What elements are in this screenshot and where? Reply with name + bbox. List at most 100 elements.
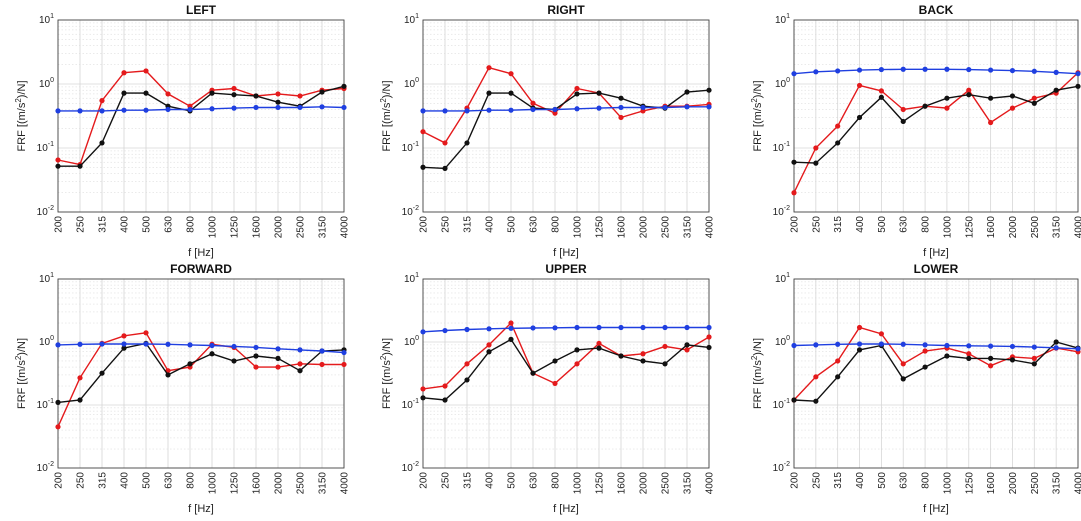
- y-axis-label: FRF [(m/s2)/N]: [750, 338, 764, 409]
- x-tick-label: 800: [921, 472, 932, 489]
- data-point: [297, 361, 303, 367]
- data-point: [275, 91, 281, 97]
- x-tick-label: 200: [790, 216, 801, 233]
- data-point: [341, 361, 347, 368]
- data-point: [442, 397, 448, 403]
- data-point: [442, 165, 448, 172]
- x-tick-label: 400: [485, 216, 496, 233]
- x-tick-label: 250: [811, 472, 822, 489]
- x-tick-label: 4000: [340, 216, 351, 239]
- data-point: [1053, 69, 1059, 75]
- data-point: [574, 324, 580, 331]
- chart-title: UPPER: [545, 262, 587, 276]
- data-point: [618, 324, 624, 331]
- data-point: [420, 108, 426, 114]
- data-point: [275, 99, 281, 105]
- data-point: [508, 320, 514, 326]
- data-point: [1031, 95, 1037, 101]
- x-tick-label: 2500: [661, 472, 672, 495]
- data-point: [813, 398, 819, 404]
- x-tick-label: 1250: [595, 472, 606, 495]
- y-tick-label: 10-2: [773, 205, 790, 218]
- data-point: [791, 342, 797, 349]
- x-tick-label: 1250: [230, 472, 241, 495]
- data-point: [55, 163, 61, 169]
- data-point: [420, 395, 426, 401]
- x-tick-label: 800: [551, 216, 562, 233]
- data-point: [275, 104, 281, 111]
- data-point: [791, 190, 797, 196]
- data-point: [1031, 361, 1037, 367]
- series-line-1: [793, 85, 1079, 164]
- x-tick-label: 250: [76, 472, 87, 489]
- data-point: [856, 114, 863, 121]
- data-point: [121, 90, 127, 96]
- data-point: [253, 104, 259, 111]
- x-tick-label: 4000: [340, 472, 351, 495]
- series-line-0: [57, 332, 344, 428]
- data-point: [464, 140, 470, 146]
- data-point: [662, 343, 668, 350]
- x-tick-label: 315: [463, 216, 474, 233]
- data-point: [813, 160, 819, 166]
- y-tick-label: 10-2: [773, 461, 790, 474]
- x-tick-label: 2500: [296, 472, 307, 495]
- data-point: [209, 106, 215, 112]
- series-line-2: [57, 343, 345, 354]
- data-point: [55, 342, 61, 348]
- y-tick-label: 10-2: [37, 205, 54, 218]
- x-axis-label: f [Hz]: [923, 247, 949, 259]
- data-point: [187, 106, 193, 113]
- data-point: [988, 67, 994, 73]
- x-tick-label: 200: [790, 472, 801, 489]
- y-tick-label: 10-2: [402, 205, 419, 218]
- series-line-2: [793, 68, 1079, 75]
- data-point: [442, 383, 448, 389]
- data-point: [878, 341, 884, 347]
- data-point: [900, 118, 906, 125]
- data-point: [878, 88, 884, 94]
- x-tick-label: 250: [811, 216, 822, 233]
- series-line-1: [422, 338, 710, 401]
- y-tick-label: 100: [404, 335, 419, 348]
- y-tick-label: 10-1: [37, 398, 54, 411]
- x-tick-label: 3150: [1052, 472, 1063, 495]
- data-point: [900, 376, 906, 382]
- plot-frame: [422, 278, 710, 469]
- y-tick-label: 10-2: [37, 461, 54, 474]
- x-tick-label: 4000: [1074, 472, 1081, 495]
- data-point: [856, 82, 863, 89]
- plot-frame: [793, 278, 1079, 469]
- data-point: [922, 342, 928, 348]
- x-tick-label: 1250: [964, 472, 975, 495]
- data-point: [1053, 345, 1059, 351]
- x-axis-label: f [Hz]: [188, 247, 214, 259]
- x-tick-label: 4000: [1074, 216, 1081, 239]
- x-tick-label: 315: [833, 472, 844, 489]
- x-tick-label: 630: [899, 216, 910, 233]
- data-point: [1009, 343, 1016, 350]
- data-point: [420, 386, 426, 392]
- data-point: [1053, 87, 1059, 93]
- data-point: [530, 106, 536, 113]
- data-point: [99, 98, 105, 104]
- data-point: [574, 106, 580, 112]
- x-tick-label: 2000: [639, 472, 650, 495]
- data-point: [341, 83, 347, 89]
- x-tick-label: 630: [164, 216, 175, 233]
- series-line-1: [793, 341, 1079, 402]
- data-point: [1009, 67, 1016, 74]
- y-tick-label: 100: [775, 77, 790, 90]
- chart-panel-forward: FORWARD 10-2 10-1 100 101 200 250 315 400 500 630 8…: [14, 262, 351, 515]
- data-point: [486, 326, 492, 332]
- chart-panel-left: LEFT 10-2 10-1 100 101 200 250 315 400 500 630 800 1…: [14, 3, 351, 259]
- data-point: [99, 341, 105, 347]
- data-point: [574, 85, 580, 92]
- data-point: [574, 361, 580, 367]
- data-point: [640, 104, 646, 111]
- x-tick-label: 800: [551, 472, 562, 489]
- data-point: [791, 397, 797, 403]
- plot-area: [423, 20, 709, 212]
- data-point: [1009, 93, 1016, 99]
- data-point: [508, 71, 514, 77]
